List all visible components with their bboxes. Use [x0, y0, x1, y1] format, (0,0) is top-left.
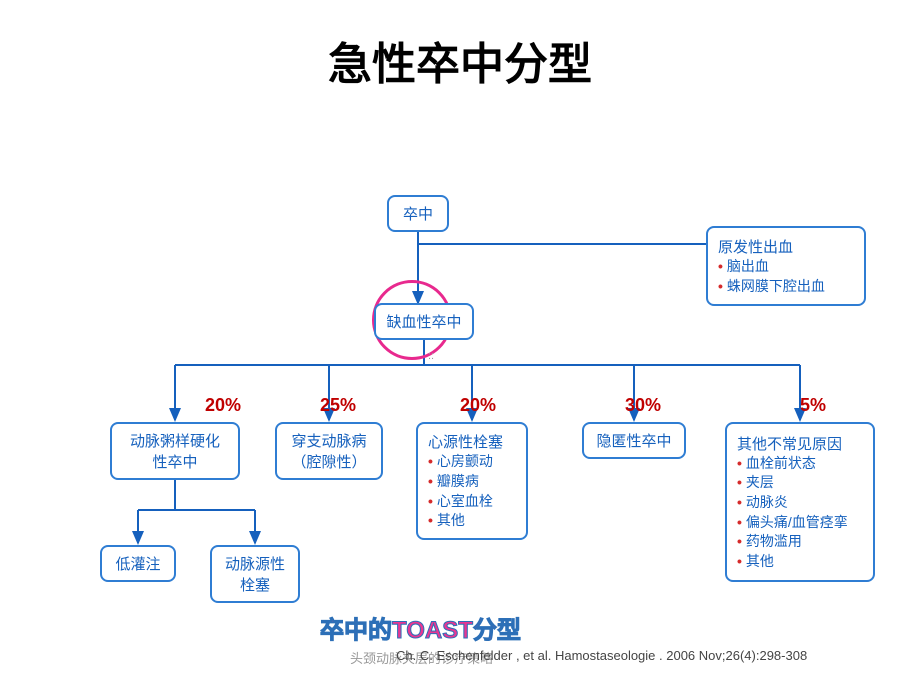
- pct-cryptogenic: 30%: [625, 395, 661, 416]
- node-other-causes: 其他不常见原因 血栓前状态夹层动脉炎偏头痛/血管痉挛药物滥用其他: [725, 422, 875, 582]
- node-cardioembolic: 心源性栓塞 心房颤动瓣膜病心室血栓其他: [416, 422, 528, 540]
- node-stroke-root: 卒中: [387, 195, 449, 232]
- page-title: 急性卒中分型: [0, 0, 920, 92]
- node-lacunar: 穿支动脉病（腔隙性）: [275, 422, 383, 480]
- pct-cardio: 20%: [460, 395, 496, 416]
- citation-text: Ch. C. Eschenfelder , et al. Hamostaseol…: [396, 648, 807, 663]
- node-hypoperfusion: 低灌注: [100, 545, 176, 582]
- node-ischemic-stroke: 缺血性卒中: [374, 303, 474, 340]
- pct-lacunar: 25%: [320, 395, 356, 416]
- node-primary-hemorrhage: 原发性出血 脑出血蛛网膜下腔出血: [706, 226, 866, 306]
- toast-subtitle: 卒中的TOAST分型: [320, 610, 521, 645]
- connector-lines: [0, 0, 920, 690]
- pct-other: 5%: [800, 395, 826, 416]
- node-artery-embolism: 动脉源性栓塞: [210, 545, 300, 603]
- page-dots: ::: [428, 350, 434, 362]
- node-cryptogenic: 隐匿性卒中: [582, 422, 686, 459]
- pct-athero: 20%: [205, 395, 241, 416]
- node-atherosclerotic: 动脉粥样硬化性卒中: [110, 422, 240, 480]
